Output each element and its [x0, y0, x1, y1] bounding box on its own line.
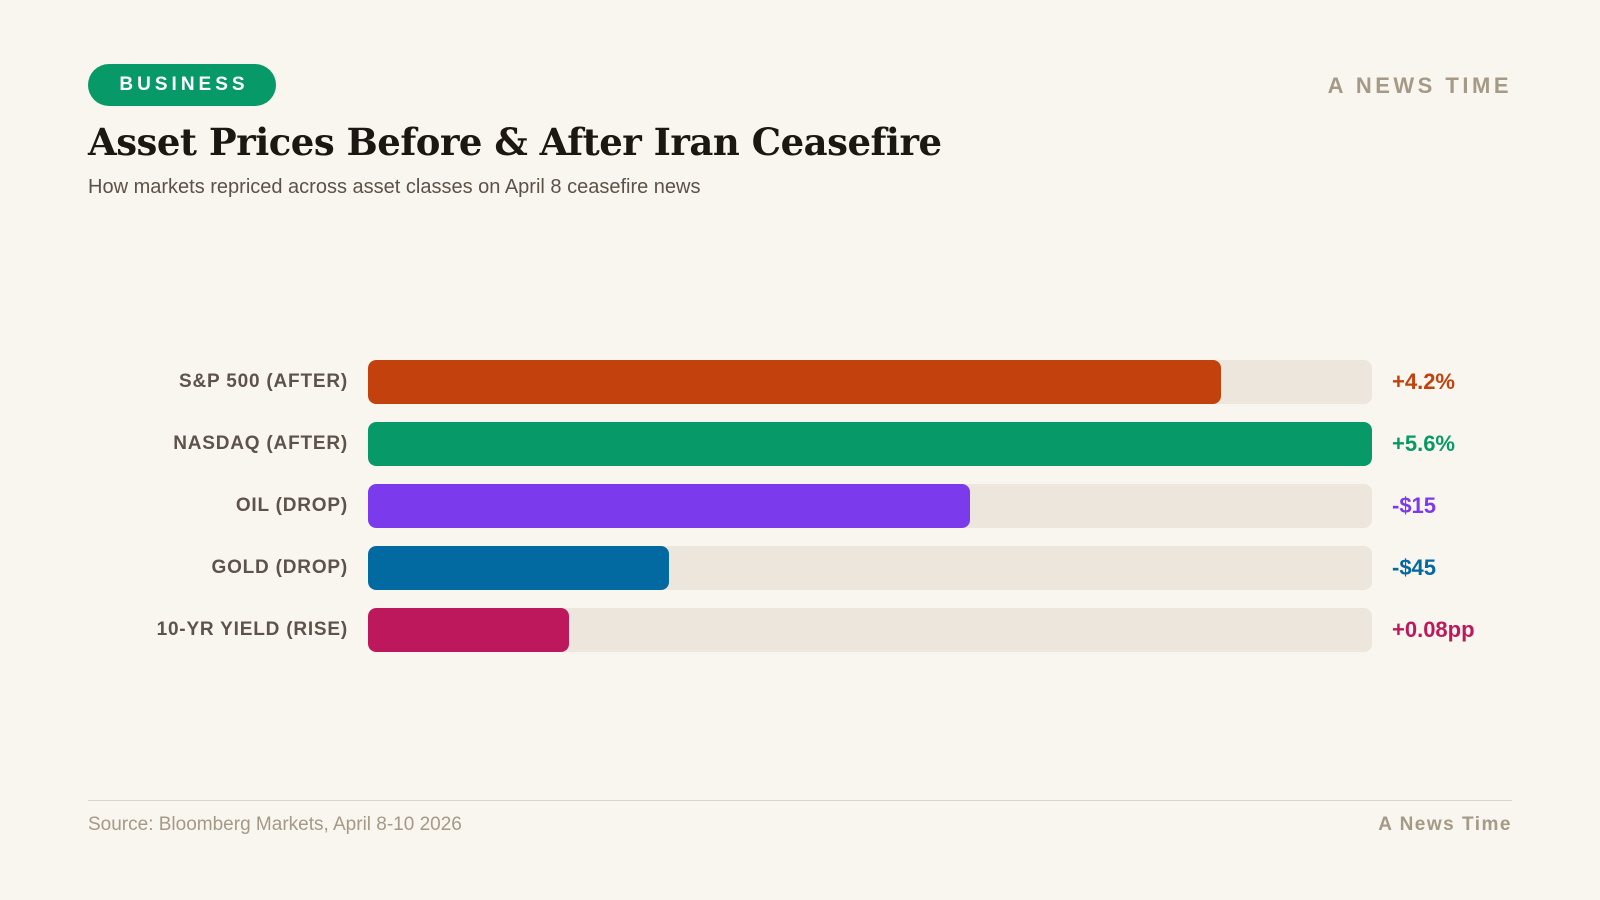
bar-row: S&P 500 (AFTER) +4.2%: [0, 360, 1600, 404]
category-label: GOLD (DROP): [211, 557, 348, 578]
bar: [368, 484, 971, 528]
bar: [368, 546, 670, 590]
bar-row: GOLD (DROP) -$45: [0, 546, 1600, 590]
bar: [368, 608, 569, 652]
bar-row: 10-YR YIELD (RISE) +0.08pp: [0, 608, 1600, 652]
category-label: 10-YR YIELD (RISE): [156, 619, 348, 640]
data-label: -$45: [1392, 555, 1437, 580]
category-label: S&P 500 (AFTER): [179, 371, 348, 392]
data-label: -$15: [1392, 493, 1437, 518]
bar-track: [368, 422, 1372, 466]
chart-title: Asset Prices Before & After Iran Ceasefi…: [88, 120, 942, 164]
footer-divider: [88, 800, 1512, 801]
bar-track: [368, 546, 1372, 590]
chart-subtitle: How markets repriced across asset classe…: [88, 176, 701, 198]
source-note: Source: Bloomberg Markets, April 8-10 20…: [88, 814, 462, 835]
category-label: NASDAQ (AFTER): [173, 433, 348, 454]
footer-brand: A News Time: [1378, 814, 1512, 835]
bar: [368, 360, 1222, 404]
data-label: +5.6%: [1392, 431, 1455, 456]
category-label: OIL (DROP): [235, 495, 348, 516]
bar-track: [368, 608, 1372, 652]
data-label: +4.2%: [1392, 369, 1455, 394]
bar-row: OIL (DROP) -$15: [0, 484, 1600, 528]
category-badge: BUSINESS: [88, 64, 276, 106]
brand-wordmark: A NEWS TIME: [1327, 73, 1512, 98]
bar-row: NASDAQ (AFTER) +5.6%: [0, 422, 1600, 466]
bar: [368, 422, 1372, 466]
bar-track: [368, 484, 1372, 528]
bar-track: [368, 360, 1372, 404]
data-label: +0.08pp: [1392, 617, 1475, 642]
